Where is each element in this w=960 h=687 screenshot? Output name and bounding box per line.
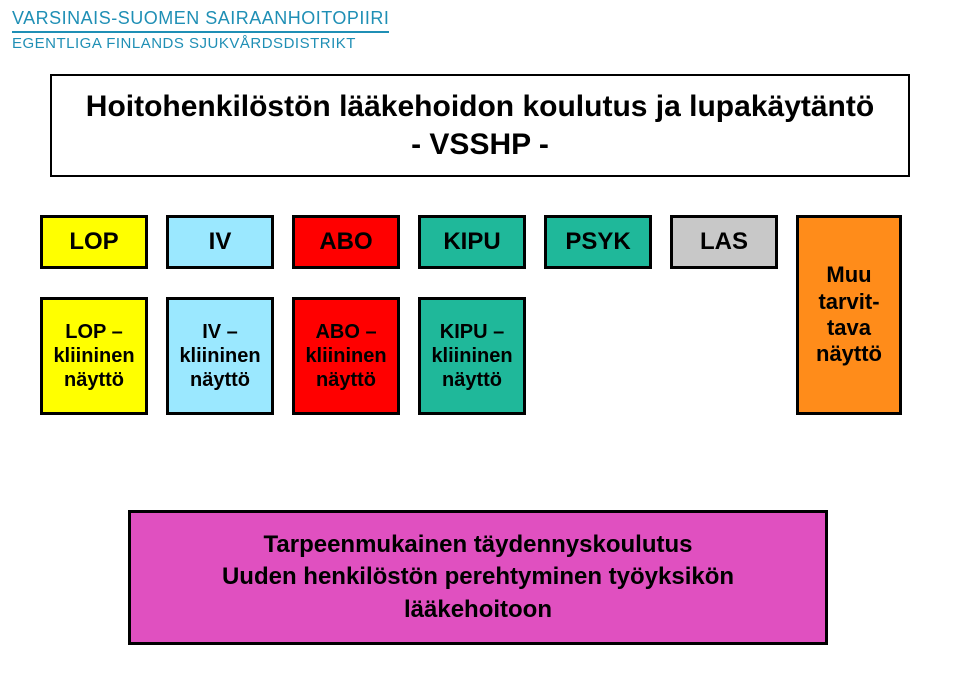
org-name-sv: EGENTLIGA FINLANDS SJUKVÅRDSDISTRIKT	[12, 35, 389, 52]
box-iv-clinical: IV – kliininen näyttö	[166, 297, 274, 415]
col-muu: Muu tarvit-tava näyttö	[796, 215, 902, 415]
title-line2: - VSSHP -	[72, 126, 888, 164]
box-psyk: PSYK	[544, 215, 652, 269]
col-iv: IV IV – kliininen näyttö	[166, 215, 274, 415]
box-abo: ABO	[292, 215, 400, 269]
box-lop: LOP	[40, 215, 148, 269]
box-kipu: KIPU	[418, 215, 526, 269]
col-lop: LOP LOP – kliininen näyttö	[40, 215, 148, 415]
box-iv: IV	[166, 215, 274, 269]
box-muu: Muu tarvit-tava näyttö	[796, 215, 902, 415]
col-kipu: KIPU KIPU – kliininen näyttö	[418, 215, 526, 415]
slide-title: Hoitohenkilöstön lääkehoidon koulutus ja…	[50, 74, 910, 177]
bottom-box: Tarpeenmukainen täydennyskoulutus Uuden …	[128, 510, 828, 645]
org-name-fi: VARSINAIS-SUOMEN SAIRAANHOITOPIIRI	[12, 8, 389, 33]
title-line1: Hoitohenkilöstön lääkehoidon koulutus ja…	[72, 88, 888, 126]
bottom-line2: Uuden henkilöstön perehtyminen työyksikö…	[151, 561, 805, 626]
box-kipu-clinical: KIPU – kliininen näyttö	[418, 297, 526, 415]
box-las: LAS	[670, 215, 778, 269]
col-psyk: PSYK	[544, 215, 652, 269]
col-abo: ABO ABO – kliininen näyttö	[292, 215, 400, 415]
box-abo-clinical: ABO – kliininen näyttö	[292, 297, 400, 415]
col-las: LAS	[670, 215, 778, 269]
category-row: LOP LOP – kliininen näyttö IV IV – kliin…	[40, 215, 920, 415]
org-header: VARSINAIS-SUOMEN SAIRAANHOITOPIIRI EGENT…	[0, 0, 401, 62]
box-lop-clinical: LOP – kliininen näyttö	[40, 297, 148, 415]
bottom-line1: Tarpeenmukainen täydennyskoulutus	[151, 529, 805, 561]
